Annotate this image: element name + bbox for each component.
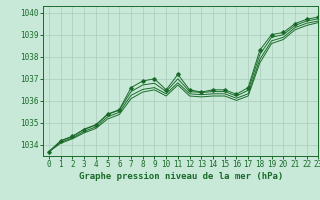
X-axis label: Graphe pression niveau de la mer (hPa): Graphe pression niveau de la mer (hPa) [79,172,283,181]
